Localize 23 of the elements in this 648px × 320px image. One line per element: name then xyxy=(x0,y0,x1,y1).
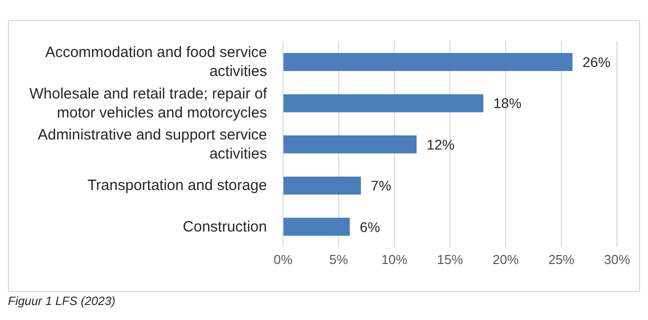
bar xyxy=(283,94,484,112)
data-label: 7% xyxy=(370,178,392,194)
text: Figuur 1 LFS (2023) xyxy=(8,294,116,308)
x-tick-label: 10% xyxy=(381,252,408,268)
data-label: 18% xyxy=(493,95,522,112)
y-tick-label: Wholesale and retail trade; repair of motor vehicles and motorcycles xyxy=(29,85,268,122)
x-tick-label: 20% xyxy=(492,252,520,268)
data-label: 6% xyxy=(360,218,380,235)
x-tick-label: 0% xyxy=(274,252,293,268)
bar xyxy=(283,176,361,195)
x-tick-label: 30% xyxy=(604,252,630,268)
x-tick-label: 5% xyxy=(329,252,348,268)
data-label: 12% xyxy=(426,136,455,152)
x-tick-label: 15% xyxy=(436,252,464,268)
bar xyxy=(283,135,417,154)
y-tick-label: Construction xyxy=(182,218,267,236)
data-label: 26% xyxy=(582,54,610,70)
x-tick-label: 25% xyxy=(548,252,575,268)
y-tick-label: Accommodation and food service activities xyxy=(45,44,267,80)
y-tick-label: Transportation and storage xyxy=(87,177,267,194)
bar xyxy=(283,218,350,236)
bar xyxy=(283,53,572,71)
y-tick-label: Administrative and support service activities xyxy=(38,126,267,162)
